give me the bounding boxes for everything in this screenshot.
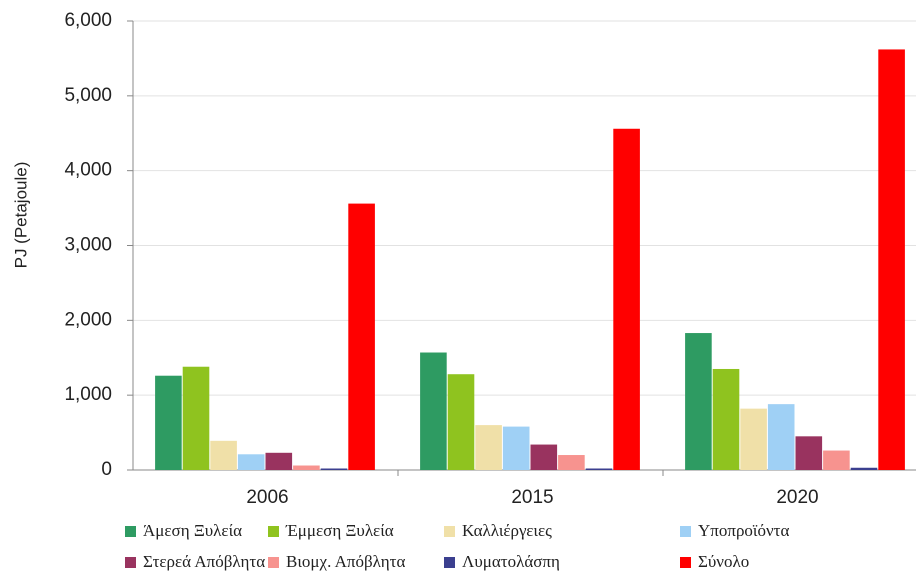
bar — [420, 352, 447, 470]
y-tick-label: 6,000 — [64, 10, 112, 31]
y-tick-label: 0 — [101, 459, 112, 480]
legend-label: Υποπροϊόντα — [698, 521, 790, 540]
bar — [685, 333, 712, 470]
bar — [823, 450, 850, 470]
legend-label: Βιομχ. Απόβλητα — [286, 552, 405, 571]
legend-swatch — [125, 557, 136, 568]
bar — [850, 467, 878, 470]
legend-label: Έμμεση Ξυλεία — [285, 521, 394, 540]
bar — [320, 468, 348, 470]
x-tick-label: 2020 — [776, 487, 818, 508]
y-tick-label: 4,000 — [64, 160, 112, 181]
legend-swatch — [680, 557, 691, 568]
bar — [878, 49, 905, 470]
legend-label: Στερεά Απόβλητα — [143, 552, 265, 571]
y-tick-label: 3,000 — [64, 235, 112, 256]
bar — [558, 455, 585, 470]
y-tick-label: 2,000 — [64, 309, 112, 330]
y-axis-label: PJ (Petajoule) — [11, 162, 30, 269]
bar — [795, 436, 823, 470]
bar — [447, 374, 475, 470]
legend-label: Σύνολο — [698, 552, 749, 571]
bar — [237, 454, 265, 470]
bar — [210, 440, 237, 470]
bar — [613, 128, 640, 470]
bar — [502, 426, 530, 470]
legend-swatch — [680, 526, 691, 537]
bar — [767, 404, 795, 470]
legend-label: Καλλιέργειες — [462, 521, 552, 540]
legend-swatch — [125, 526, 136, 537]
bar — [155, 375, 182, 470]
y-tick-label: 5,000 — [64, 85, 112, 106]
bar — [293, 465, 320, 470]
legend-label: Λυματολάσπη — [462, 552, 560, 571]
legend-swatch — [268, 526, 279, 537]
bar — [740, 408, 767, 470]
legend-label: Άμεση Ξυλεία — [143, 521, 242, 540]
bar — [475, 425, 502, 470]
bar — [530, 444, 558, 470]
legend-swatch — [444, 557, 455, 568]
bar — [182, 366, 210, 470]
bar — [348, 203, 375, 471]
x-tick-label: 2015 — [511, 487, 553, 508]
legend-swatch — [268, 557, 279, 568]
bar — [585, 468, 613, 470]
bar — [712, 368, 740, 470]
bar — [265, 452, 293, 470]
y-tick-label: 1,000 — [64, 384, 112, 405]
legend-swatch — [444, 526, 455, 537]
x-tick-label: 2006 — [246, 487, 288, 508]
